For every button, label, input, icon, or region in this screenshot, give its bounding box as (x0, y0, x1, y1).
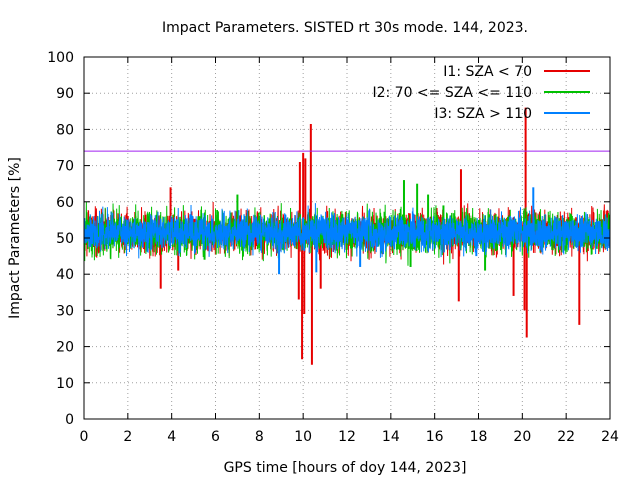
x-tick-label: 8 (255, 429, 264, 445)
x-axis-label: GPS time [hours of doy 144, 2023] (224, 460, 467, 476)
x-tick-label: 14 (382, 429, 400, 445)
x-tick-label: 4 (167, 429, 176, 445)
y-tick-label: 20 (56, 340, 74, 356)
legend-label-2: I2: 70 <= SZA <= 110 (372, 85, 532, 101)
y-tick-label: 50 (56, 231, 74, 247)
y-tick-label: 70 (56, 159, 74, 175)
legend-label-3: I3: SZA > 110 (434, 106, 532, 122)
series-3-line (83, 203, 611, 259)
legend-label-1: I1: SZA < 70 (443, 64, 532, 80)
x-tick-label: 18 (470, 429, 488, 445)
chart-title: Impact Parameters. SISTED rt 30s mode. 1… (162, 20, 528, 36)
x-tick-label: 22 (557, 429, 575, 445)
y-tick-label: 90 (56, 86, 74, 102)
y-tick-labels: 0 10 20 30 40 50 60 70 80 90 100 (47, 50, 74, 428)
y-tick-label: 0 (65, 412, 74, 428)
y-tick-label: 80 (56, 122, 74, 138)
y-tick-label: 100 (47, 50, 74, 66)
series-3 (83, 187, 611, 275)
y-tick-label: 10 (56, 376, 74, 392)
x-tick-label: 24 (601, 429, 619, 445)
x-tick-label: 10 (294, 429, 312, 445)
y-tick-label: 30 (56, 303, 74, 319)
x-tick-label: 0 (80, 429, 89, 445)
y-axis-label: Impact Parameters [%] (7, 157, 23, 319)
x-tick-label: 20 (513, 429, 531, 445)
x-tick-label: 12 (338, 429, 356, 445)
axis-ticks (83, 56, 611, 420)
legend: I1: SZA < 70 I2: 70 <= SZA <= 110 I3: SZA … (372, 64, 590, 122)
x-tick-label: 6 (211, 429, 220, 445)
x-tick-label: 16 (426, 429, 444, 445)
y-tick-label: 40 (56, 267, 74, 283)
y-tick-label: 60 (56, 195, 74, 211)
series-layer (83, 107, 611, 365)
x-tick-label: 2 (123, 429, 132, 445)
x-tick-labels: 0 2 4 6 8 10 12 14 16 18 20 22 24 (80, 429, 619, 445)
